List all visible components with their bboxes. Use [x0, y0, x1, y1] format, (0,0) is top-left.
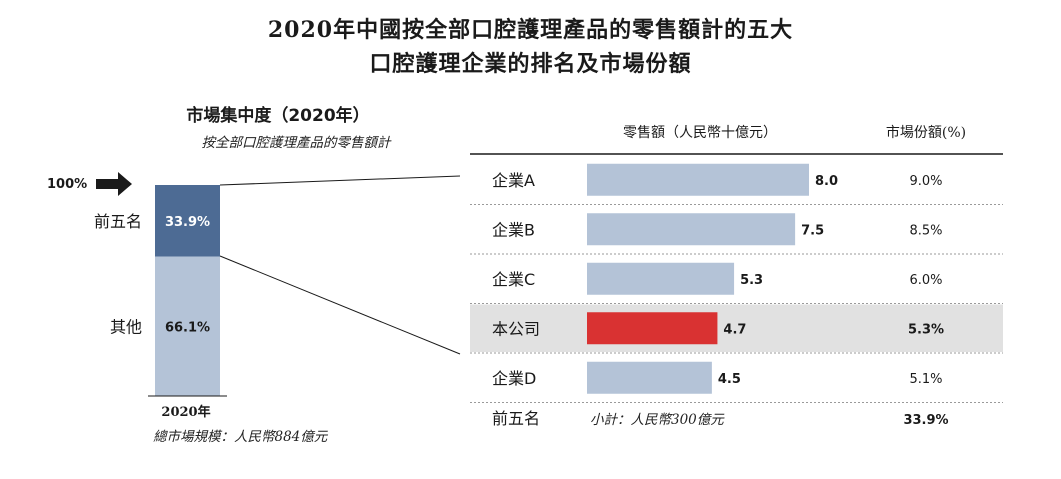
share-column-header: 市場份額(%)	[886, 124, 966, 141]
sales-value-label-4: 4.5	[718, 372, 741, 387]
total-row-share: 33.9%	[903, 413, 948, 428]
sales-value-label-1: 7.5	[801, 223, 824, 238]
company-label-0: 企業A	[492, 171, 535, 190]
sales-column-header: 零售額（人民幣十億元）	[623, 125, 777, 141]
market-share-value-4: 5.1%	[909, 372, 942, 387]
company-label-2: 企業C	[492, 270, 535, 289]
connector-line-bottom	[219, 255, 461, 355]
market-share-value-1: 8.5%	[909, 223, 942, 238]
arrow-label-100: 100%	[47, 177, 87, 192]
sales-bar-1	[587, 213, 796, 246]
highlight-row-background	[470, 304, 1003, 352]
sales-bar-0	[587, 163, 809, 196]
stack-segment-1	[155, 256, 220, 396]
company-label-1: 企業B	[492, 220, 535, 239]
stack-series-name-1: 其他	[110, 317, 142, 336]
concentration-subheading: 按全部口腔護理產品的零售額計	[202, 135, 392, 151]
chart-title-line-1: 2020年中國按全部口腔護理產品的零售額計的五大	[267, 17, 794, 43]
total-market-size-note: 總市場規模：人民幣884億元	[153, 429, 329, 445]
total-row-subtotal: 小計：人民幣300億元	[590, 412, 725, 428]
company-label-3: 本公司	[492, 319, 540, 338]
x-axis-label: 2020年	[161, 404, 210, 420]
concentration-heading: 市場集中度（2020年）	[186, 105, 369, 126]
stack-segment-label-0: 33.9%	[165, 215, 210, 230]
company-ranking-bar-chart: 企業A 8.0 9.0% 企業B 7.5 8.5% 企業C 5.3 6.0% 本公司 4.7 5.3%…	[470, 163, 1003, 403]
company-label-4: 企業D	[492, 369, 536, 388]
stack-segment-label-1: 66.1%	[165, 320, 210, 335]
market-share-value-0: 9.0%	[909, 174, 942, 189]
chart-title-line-2: 口腔護理企業的排名及市場份額	[369, 51, 692, 77]
sales-bar-2	[587, 262, 735, 295]
sales-value-label-2: 5.3	[740, 273, 763, 288]
market-share-value-3: 5.3%	[908, 322, 944, 337]
stacked-bar-chart: 33.9% 前五名 66.1% 其他	[94, 185, 227, 397]
sales-value-label-0: 8.0	[815, 174, 838, 189]
total-row-label: 前五名	[492, 409, 540, 428]
stack-series-name-0: 前五名	[94, 212, 142, 231]
stack-segment-0	[155, 185, 220, 257]
sales-bar-3	[587, 312, 718, 345]
connector-line-top	[219, 175, 461, 186]
market-share-value-2: 6.0%	[909, 273, 942, 288]
sales-value-label-3: 4.7	[723, 322, 746, 337]
arrow-right-icon	[96, 172, 132, 196]
sales-bar-4	[587, 361, 712, 394]
